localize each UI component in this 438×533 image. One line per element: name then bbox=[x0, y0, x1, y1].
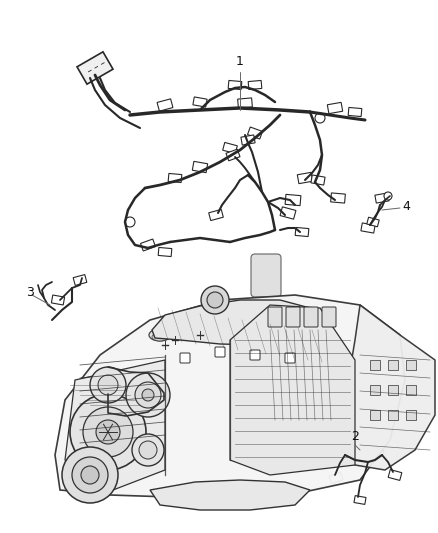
FancyBboxPatch shape bbox=[285, 353, 295, 363]
Polygon shape bbox=[285, 195, 301, 206]
Polygon shape bbox=[331, 193, 346, 203]
FancyBboxPatch shape bbox=[322, 307, 336, 327]
Circle shape bbox=[132, 434, 164, 466]
Circle shape bbox=[90, 367, 126, 403]
Circle shape bbox=[62, 447, 118, 503]
Polygon shape bbox=[248, 80, 262, 90]
Ellipse shape bbox=[259, 322, 275, 330]
Polygon shape bbox=[241, 135, 255, 145]
Polygon shape bbox=[55, 295, 405, 498]
Polygon shape bbox=[348, 108, 362, 117]
Polygon shape bbox=[73, 274, 87, 285]
Circle shape bbox=[135, 382, 161, 408]
FancyBboxPatch shape bbox=[215, 347, 225, 357]
Bar bbox=[370, 385, 380, 395]
Ellipse shape bbox=[299, 314, 321, 326]
Ellipse shape bbox=[281, 320, 297, 328]
Polygon shape bbox=[295, 228, 309, 237]
Ellipse shape bbox=[152, 333, 168, 341]
Text: 2: 2 bbox=[351, 430, 359, 443]
Circle shape bbox=[142, 389, 154, 401]
Polygon shape bbox=[226, 149, 240, 161]
Ellipse shape bbox=[278, 316, 300, 328]
Circle shape bbox=[72, 457, 108, 493]
Ellipse shape bbox=[213, 322, 235, 335]
Polygon shape bbox=[372, 448, 384, 456]
Ellipse shape bbox=[238, 325, 254, 333]
Polygon shape bbox=[192, 161, 208, 173]
Circle shape bbox=[83, 407, 133, 457]
Polygon shape bbox=[158, 247, 172, 256]
Polygon shape bbox=[65, 360, 165, 495]
FancyBboxPatch shape bbox=[286, 307, 300, 327]
Polygon shape bbox=[193, 97, 207, 107]
Polygon shape bbox=[141, 239, 155, 251]
Ellipse shape bbox=[170, 327, 192, 339]
Text: 1: 1 bbox=[236, 55, 244, 68]
Bar bbox=[388, 385, 398, 395]
Ellipse shape bbox=[302, 318, 318, 326]
Polygon shape bbox=[223, 142, 237, 154]
Polygon shape bbox=[311, 175, 325, 185]
Bar bbox=[406, 385, 416, 395]
Polygon shape bbox=[327, 102, 343, 114]
Polygon shape bbox=[361, 223, 375, 233]
Polygon shape bbox=[367, 217, 379, 227]
Polygon shape bbox=[152, 300, 322, 345]
Ellipse shape bbox=[149, 329, 171, 341]
FancyBboxPatch shape bbox=[250, 350, 260, 360]
Circle shape bbox=[96, 420, 120, 444]
Polygon shape bbox=[150, 480, 310, 510]
Circle shape bbox=[315, 113, 325, 123]
Ellipse shape bbox=[192, 325, 214, 337]
Text: 4: 4 bbox=[402, 200, 410, 214]
Polygon shape bbox=[329, 472, 343, 484]
Bar bbox=[370, 360, 380, 370]
Bar bbox=[406, 360, 416, 370]
Polygon shape bbox=[228, 80, 242, 90]
Polygon shape bbox=[280, 207, 296, 219]
Ellipse shape bbox=[216, 327, 232, 335]
Polygon shape bbox=[238, 98, 252, 108]
Circle shape bbox=[125, 217, 135, 227]
Bar bbox=[370, 410, 380, 420]
Circle shape bbox=[201, 286, 229, 314]
Bar bbox=[388, 360, 398, 370]
Polygon shape bbox=[247, 127, 262, 139]
Polygon shape bbox=[335, 305, 435, 470]
Bar bbox=[388, 410, 398, 420]
Polygon shape bbox=[157, 99, 173, 111]
FancyBboxPatch shape bbox=[268, 307, 282, 327]
Polygon shape bbox=[208, 209, 223, 221]
Ellipse shape bbox=[195, 329, 211, 337]
Ellipse shape bbox=[256, 318, 278, 330]
Polygon shape bbox=[388, 470, 402, 480]
Ellipse shape bbox=[235, 320, 257, 333]
Circle shape bbox=[384, 192, 392, 200]
Circle shape bbox=[98, 375, 118, 395]
FancyBboxPatch shape bbox=[180, 353, 190, 363]
Circle shape bbox=[139, 441, 157, 459]
Polygon shape bbox=[77, 52, 113, 84]
Polygon shape bbox=[51, 295, 64, 305]
FancyBboxPatch shape bbox=[304, 307, 318, 327]
Circle shape bbox=[207, 292, 223, 308]
Polygon shape bbox=[168, 173, 182, 182]
Polygon shape bbox=[354, 496, 366, 504]
Circle shape bbox=[70, 394, 146, 470]
Bar bbox=[406, 410, 416, 420]
Text: 3: 3 bbox=[26, 287, 34, 300]
FancyBboxPatch shape bbox=[251, 254, 281, 297]
Circle shape bbox=[81, 466, 99, 484]
Polygon shape bbox=[230, 305, 355, 475]
Ellipse shape bbox=[173, 331, 189, 339]
Polygon shape bbox=[297, 172, 313, 184]
Circle shape bbox=[126, 373, 170, 417]
Polygon shape bbox=[375, 193, 389, 203]
